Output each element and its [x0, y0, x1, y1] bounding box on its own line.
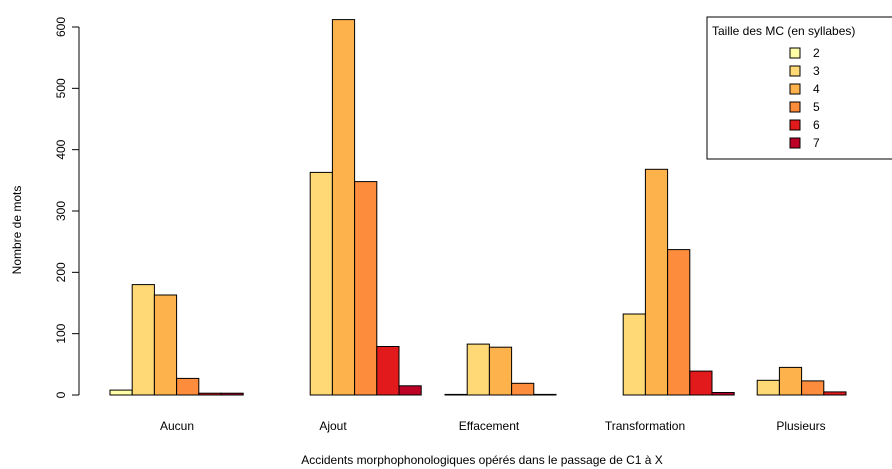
x-tick-label-ajout: Ajout: [319, 419, 347, 433]
bar-aucun-5: [176, 377, 200, 396]
legend-title: Taille des MC (en syllabes): [712, 24, 855, 38]
x-tick-label-plusieurs: Plusieurs: [776, 419, 825, 433]
bar-effacement-2: [444, 393, 468, 396]
bar-effacement-6: [533, 393, 557, 396]
x-tick-label-aucun: Aucun: [160, 419, 194, 433]
bar-ajout-5: [354, 181, 378, 396]
legend-swatch-2: [789, 47, 801, 59]
legend-label-5: 5: [813, 100, 820, 114]
y-tick-label-300: 300: [54, 201, 68, 221]
legend-label-7: 7: [813, 136, 820, 150]
legend: Taille des MC (en syllabes) 2 3 4 5 6 7: [706, 16, 892, 160]
legend-label-2: 2: [813, 46, 820, 60]
y-tick-label-400: 400: [54, 139, 68, 159]
bar-transformation-5: [667, 249, 691, 396]
bar-plusieurs-3: [756, 379, 780, 396]
bar-transformation-7: [711, 392, 735, 396]
legend-swatch-7: [789, 137, 801, 149]
x-tick-label-effacement: Effacement: [459, 419, 520, 433]
legend-label-3: 3: [813, 64, 820, 78]
x-axis-title: Accidents morphophonologiques opérés dan…: [301, 453, 663, 467]
bars-layer: [109, 19, 847, 396]
bar-transformation-3: [622, 313, 646, 396]
bar-ajout-7: [398, 385, 422, 396]
bar-ajout-4: [331, 19, 356, 396]
x-tick-label-transformation: Transformation: [605, 419, 685, 433]
bar-ajout-3: [309, 171, 333, 396]
bar-aucun-6: [198, 392, 222, 396]
y-tick-label-100: 100: [54, 323, 68, 343]
y-tick-label-0: 0: [54, 391, 68, 398]
legend-swatch-6: [789, 119, 801, 131]
x-axis-category-labels: Aucun Ajout Effacement Transformation Plusie…: [160, 419, 826, 433]
bar-plusieurs-4: [778, 366, 803, 396]
bar-effacement-4: [488, 346, 513, 396]
y-tick-label-500: 500: [54, 78, 68, 98]
legend-swatch-3: [789, 65, 801, 77]
bar-aucun-7: [220, 392, 244, 396]
legend-label-4: 4: [813, 82, 820, 96]
bar-aucun-3: [131, 284, 155, 396]
bar-transformation-4: [644, 168, 669, 396]
bar-plusieurs-5: [801, 380, 825, 396]
legend-swatch-4: [789, 83, 801, 95]
legend-items: 2 3 4 5 6 7: [789, 46, 820, 150]
bar-plusieurs-6: [823, 391, 847, 396]
bar-effacement-5: [511, 382, 535, 396]
bar-ajout-6: [376, 346, 400, 396]
y-axis-title: Nombre de mots: [10, 186, 24, 275]
y-tick-label-200: 200: [54, 262, 68, 282]
bar-transformation-6: [689, 370, 713, 396]
bar-effacement-3: [466, 343, 490, 396]
bar-aucun-4: [153, 294, 178, 396]
legend-swatch-5: [789, 101, 801, 113]
y-tick-label-600: 600: [54, 17, 68, 37]
y-axis: 0 100 200 300 400 500 600: [54, 17, 80, 398]
bar-aucun-2: [109, 389, 133, 396]
legend-label-6: 6: [813, 118, 820, 132]
